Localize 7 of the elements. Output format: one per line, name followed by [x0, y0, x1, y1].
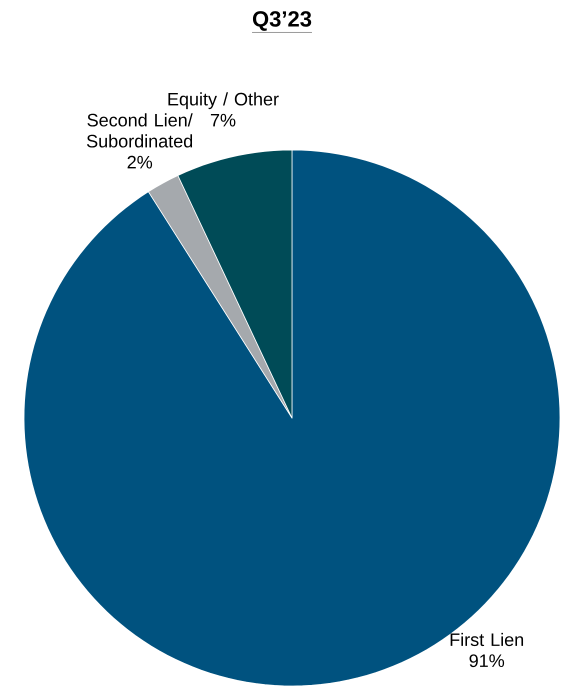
slice-label: First Lien [450, 632, 524, 646]
data-label: 7% [210, 114, 236, 126]
data-label: 91% [470, 654, 504, 668]
chart-title: Q3’23 [252, 11, 312, 31]
data-label: 2% [128, 156, 152, 168]
slice-label: Equity / Other [168, 92, 279, 110]
slice-label: Second Lien/ Subordinated [86, 113, 193, 148]
